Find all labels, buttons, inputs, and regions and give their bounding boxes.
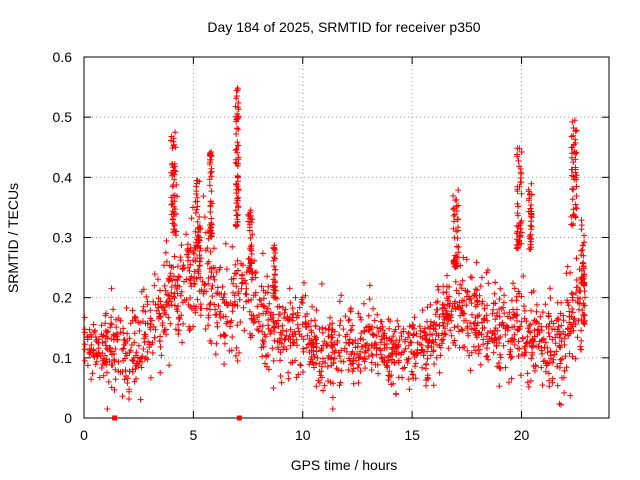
zero-point-marker: [236, 415, 242, 421]
y-tick-label: 0.3: [53, 230, 73, 246]
y-tick-label: 0.6: [53, 49, 73, 65]
data-point-markers: [81, 85, 588, 412]
y-tick-label: 0: [64, 410, 72, 426]
zero-point-marker: [112, 415, 118, 421]
y-axis-label: SRMTID / TECUs: [5, 183, 21, 293]
x-tick-label: 0: [80, 427, 88, 443]
chart-title: Day 184 of 2025, SRMTID for receiver p35…: [207, 19, 480, 35]
y-tick-label: 0.5: [53, 109, 73, 125]
y-tick-label: 0.4: [53, 169, 73, 185]
data-points: [81, 85, 588, 421]
x-tick-label: 5: [189, 427, 197, 443]
y-tick-label: 0.1: [53, 350, 73, 366]
x-axis-label: GPS time / hours: [291, 457, 398, 473]
x-tick-label: 10: [295, 427, 311, 443]
y-tick-label: 0.2: [53, 290, 73, 306]
x-tick-label: 20: [514, 427, 530, 443]
axis-ticks: 0 0.1 0.2 0.3 0.4 0.5 0.6 0 5 10 15 20: [53, 49, 609, 443]
x-tick-label: 15: [404, 427, 420, 443]
